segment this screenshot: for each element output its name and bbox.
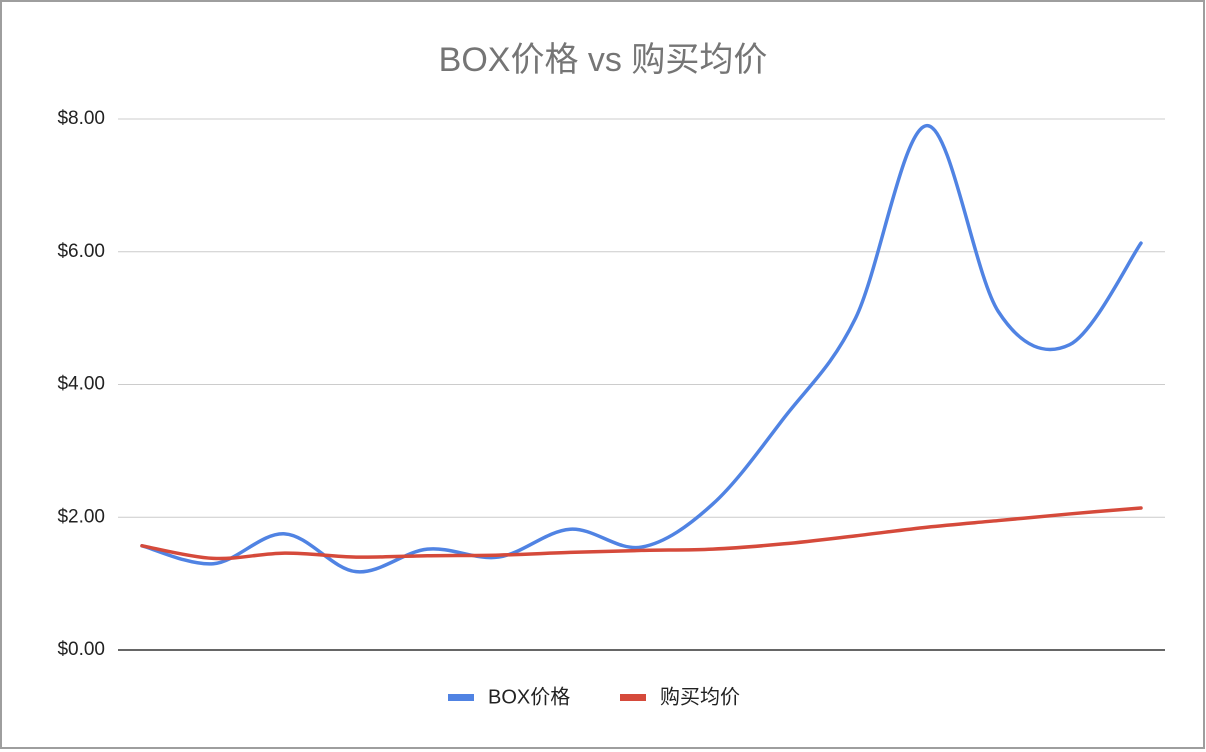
legend-label: BOX价格 xyxy=(488,685,570,708)
y-tick-label: $8.00 xyxy=(57,108,105,129)
series-line xyxy=(140,506,1143,561)
y-tick-label: $4.00 xyxy=(57,374,105,395)
legend-label: 购买均价 xyxy=(660,685,740,708)
legend-swatch xyxy=(448,694,474,701)
chart-title: BOX价格 vs 购买均价 xyxy=(439,41,768,79)
y-tick-label: $2.00 xyxy=(57,506,105,527)
y-tick-label: $6.00 xyxy=(57,241,105,262)
y-tick-label: $0.00 xyxy=(57,639,105,660)
legend-swatch xyxy=(620,694,646,701)
